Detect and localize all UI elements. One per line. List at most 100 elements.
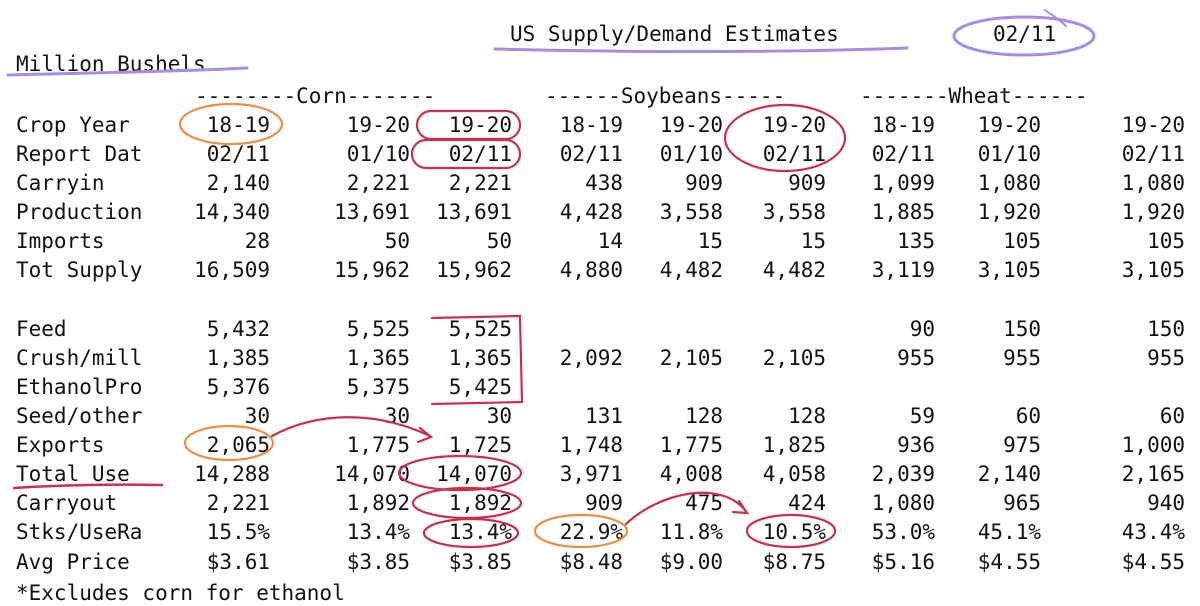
table-cell: 14,288 bbox=[194, 462, 270, 486]
table-cell: 5,432 bbox=[206, 317, 270, 341]
row-label: Avg Price bbox=[16, 550, 130, 574]
table-cell: 128 bbox=[685, 404, 723, 428]
table-cell: 3,558 bbox=[762, 200, 826, 224]
group-header: -------Wheat------ bbox=[860, 84, 1088, 108]
table-cell: 475 bbox=[685, 491, 723, 515]
table-cell: 15 bbox=[800, 229, 826, 253]
table-cell: 940 bbox=[1147, 491, 1185, 515]
table-cell: 60 bbox=[1159, 404, 1185, 428]
table-cell: 13,691 bbox=[436, 200, 512, 224]
table-cell: 22.9% bbox=[559, 520, 623, 544]
table-cell: 50 bbox=[486, 229, 512, 253]
table-cell: 3,971 bbox=[559, 462, 623, 486]
table-cell: 01/10 bbox=[659, 142, 723, 166]
table-cell: 3,119 bbox=[871, 258, 935, 282]
table-cell: 2,039 bbox=[871, 462, 935, 486]
table-cell: 4,880 bbox=[559, 258, 623, 282]
table-cell: 13,691 bbox=[334, 200, 410, 224]
table-cell: 135 bbox=[897, 229, 935, 253]
table-cell: 30 bbox=[384, 404, 410, 428]
row-label: Seed/other bbox=[16, 404, 143, 428]
table-cell: 15,962 bbox=[436, 258, 512, 282]
row-label: Report Dat bbox=[16, 142, 143, 166]
group-header: ------Soybeans----- bbox=[545, 84, 786, 108]
row-label: Carryin bbox=[16, 171, 105, 195]
table-cell: 5,525 bbox=[346, 317, 410, 341]
title-underline bbox=[493, 46, 909, 54]
table-cell: 909 bbox=[685, 171, 723, 195]
table-cell: 1,365 bbox=[346, 346, 410, 370]
table-cell: 02/11 bbox=[448, 142, 512, 166]
table-cell: 2,165 bbox=[1121, 462, 1185, 486]
table-cell: 02/11 bbox=[206, 142, 270, 166]
table-cell: 10.5% bbox=[762, 520, 826, 544]
table-cell: 19-20 bbox=[977, 113, 1041, 137]
table-cell: 909 bbox=[585, 491, 623, 515]
table-cell: 1,365 bbox=[448, 346, 512, 370]
table-cell: 424 bbox=[788, 491, 826, 515]
table-cell: 30 bbox=[244, 404, 270, 428]
table-cell: 19-20 bbox=[762, 113, 826, 137]
table-cell: 3,105 bbox=[1121, 258, 1185, 282]
table-cell: 30 bbox=[486, 404, 512, 428]
table-cell: 1,892 bbox=[448, 491, 512, 515]
table-cell: 2,221 bbox=[346, 171, 410, 195]
table-cell: 955 bbox=[1003, 346, 1041, 370]
table-cell: 105 bbox=[1003, 229, 1041, 253]
table-cell: 4,058 bbox=[762, 462, 826, 486]
table-cell: 1,725 bbox=[448, 433, 512, 457]
table-cell: 1,385 bbox=[206, 346, 270, 370]
row-label: Carryout bbox=[16, 491, 118, 515]
table-cell: 2,105 bbox=[762, 346, 826, 370]
table-cell: 14 bbox=[597, 229, 623, 253]
table-cell: 1,080 bbox=[977, 171, 1041, 195]
table-cell: 13.4% bbox=[448, 520, 512, 544]
table-cell: 2,140 bbox=[206, 171, 270, 195]
table-cell: 5,425 bbox=[448, 375, 512, 399]
table-cell: 60 bbox=[1015, 404, 1041, 428]
table-cell: 1,885 bbox=[871, 200, 935, 224]
report-date: 02/11 bbox=[993, 22, 1057, 46]
table-cell: 02/11 bbox=[1121, 142, 1185, 166]
table-cell: 438 bbox=[585, 171, 623, 195]
table-cell: 1,920 bbox=[1121, 200, 1185, 224]
table-cell: 90 bbox=[909, 317, 935, 341]
table-cell: $8.48 bbox=[559, 550, 623, 574]
table-cell: 18-19 bbox=[871, 113, 935, 137]
table-cell: $3.61 bbox=[206, 550, 270, 574]
table-cell: 19-20 bbox=[659, 113, 723, 137]
table-cell: 1,825 bbox=[762, 433, 826, 457]
table-cell: 53.0% bbox=[871, 520, 935, 544]
table-cell: 1,080 bbox=[871, 491, 935, 515]
table-cell: 11.8% bbox=[659, 520, 723, 544]
table-cell: 02/11 bbox=[871, 142, 935, 166]
table-cell: 4,428 bbox=[559, 200, 623, 224]
table-cell: 5,525 bbox=[448, 317, 512, 341]
table-cell: 16,509 bbox=[194, 258, 270, 282]
table-cell: 14,070 bbox=[436, 462, 512, 486]
table-cell: 02/11 bbox=[762, 142, 826, 166]
table-cell: 2,221 bbox=[206, 491, 270, 515]
table-cell: 2,092 bbox=[559, 346, 623, 370]
table-cell: 5,375 bbox=[346, 375, 410, 399]
table-cell: 4,482 bbox=[762, 258, 826, 282]
row-label: Tot Supply bbox=[16, 258, 143, 282]
table-cell: 131 bbox=[585, 404, 623, 428]
table-cell: 1,080 bbox=[1121, 171, 1185, 195]
table-cell: 13.4% bbox=[346, 520, 410, 544]
arrow-stocks-head bbox=[731, 499, 750, 515]
table-cell: 2,140 bbox=[977, 462, 1041, 486]
units-label: Million Bushels bbox=[16, 52, 206, 76]
row-label: Stks/UseRa bbox=[16, 520, 143, 544]
table-cell: $3.85 bbox=[448, 550, 512, 574]
table-cell: 1,099 bbox=[871, 171, 935, 195]
table-cell: 2,221 bbox=[448, 171, 512, 195]
table-cell: 150 bbox=[1003, 317, 1041, 341]
row-label: Production bbox=[16, 200, 143, 224]
table-cell: 955 bbox=[1147, 346, 1185, 370]
table-cell: 975 bbox=[1003, 433, 1041, 457]
table-cell: 59 bbox=[909, 404, 935, 428]
table-cell: 45.1% bbox=[977, 520, 1041, 544]
table-cell: 15 bbox=[697, 229, 723, 253]
footnote: *Excludes corn for ethanol bbox=[16, 581, 345, 605]
